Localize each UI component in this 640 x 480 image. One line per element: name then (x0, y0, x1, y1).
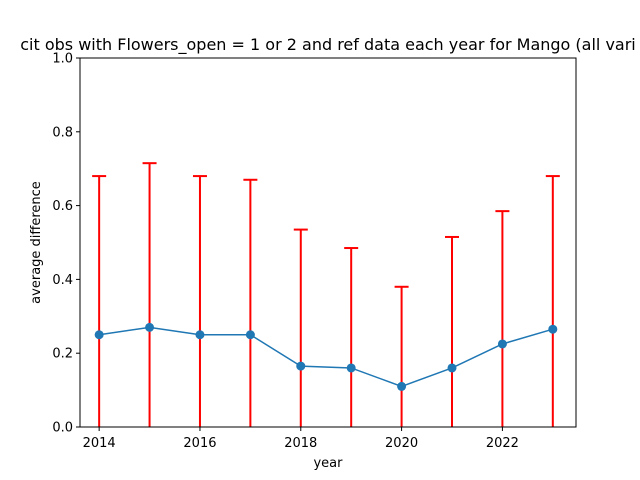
data-point (245, 330, 255, 340)
y-tick-label: 1.0 (52, 52, 73, 67)
y-tick-label: 0.8 (52, 125, 73, 140)
y-tick-label: 0.6 (52, 199, 73, 214)
x-tick-label: 2022 (486, 436, 519, 451)
data-point (497, 339, 507, 349)
y-tick-label: 0.4 (52, 273, 73, 288)
y-axis-label: average difference (29, 181, 44, 304)
data-point (94, 330, 104, 340)
data-point (296, 361, 306, 371)
x-tick-label: 2014 (83, 436, 116, 451)
data-point (397, 381, 407, 391)
plot-area: 0.0 0.2 0.4 0.6 0.8 1.0 2014 2016 2018 2020 2022 (52, 52, 560, 451)
data-point (145, 322, 155, 332)
data-point (195, 330, 205, 340)
data-point (346, 363, 356, 373)
data-point (447, 363, 457, 373)
x-tick-label: 2018 (284, 436, 317, 451)
series-line (99, 326, 554, 388)
y-tick-label: 0.2 (52, 347, 73, 362)
x-tick-label: 2020 (385, 436, 418, 451)
y-tick-label: 0.0 (52, 421, 73, 436)
chart-title: cit obs with Flowers_open = 1 or 2 and r… (20, 35, 636, 55)
x-tick-label: 2016 (183, 436, 216, 451)
data-point (548, 324, 558, 334)
x-axis-label: year (313, 456, 343, 471)
axes-frame (79, 57, 577, 428)
